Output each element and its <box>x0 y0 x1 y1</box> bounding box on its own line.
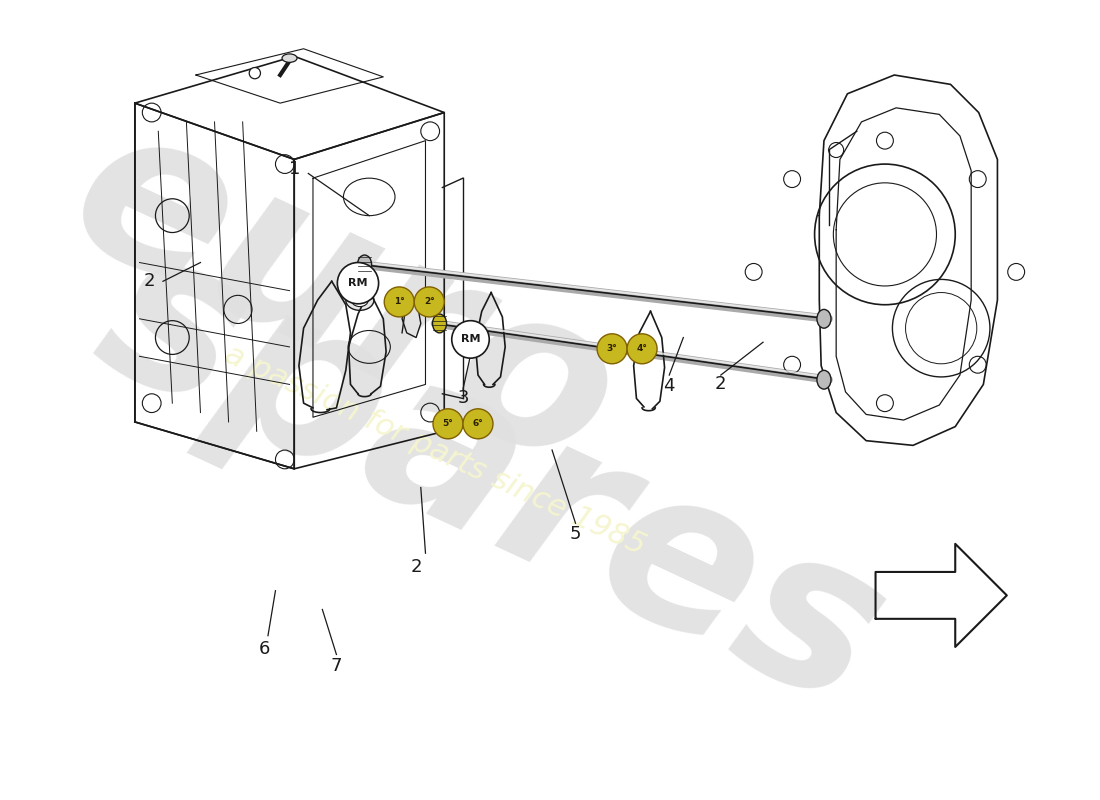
Ellipse shape <box>358 255 372 274</box>
Circle shape <box>384 287 415 317</box>
Ellipse shape <box>432 314 447 333</box>
Text: 5: 5 <box>570 526 581 543</box>
Text: RM: RM <box>349 278 367 288</box>
Text: 4: 4 <box>663 378 675 395</box>
Ellipse shape <box>345 290 374 310</box>
Circle shape <box>250 67 261 78</box>
Text: euro: euro <box>41 82 649 518</box>
Text: 4°: 4° <box>637 344 648 354</box>
Text: 2: 2 <box>715 375 727 394</box>
Circle shape <box>627 334 657 364</box>
Text: RM: RM <box>461 334 481 345</box>
Text: 2: 2 <box>143 272 155 290</box>
Circle shape <box>433 409 463 439</box>
Text: a passion for parts since 1985: a passion for parts since 1985 <box>220 339 650 561</box>
Circle shape <box>338 262 378 304</box>
Text: 1: 1 <box>288 160 300 178</box>
Text: 5°: 5° <box>442 419 453 428</box>
Circle shape <box>463 409 493 439</box>
Circle shape <box>415 287 444 317</box>
Circle shape <box>597 334 627 364</box>
Text: 3°: 3° <box>607 344 617 354</box>
Text: 3: 3 <box>458 390 469 407</box>
Ellipse shape <box>282 54 297 62</box>
Text: 1°: 1° <box>394 298 405 306</box>
Ellipse shape <box>817 370 830 389</box>
Text: 2°: 2° <box>424 298 434 306</box>
Text: 2: 2 <box>410 558 422 576</box>
Text: spares: spares <box>69 205 915 751</box>
Ellipse shape <box>351 294 369 306</box>
Ellipse shape <box>817 310 830 328</box>
Circle shape <box>452 321 490 358</box>
Text: 6°: 6° <box>473 419 483 428</box>
Text: 7: 7 <box>331 657 342 674</box>
Text: 6: 6 <box>258 640 270 658</box>
